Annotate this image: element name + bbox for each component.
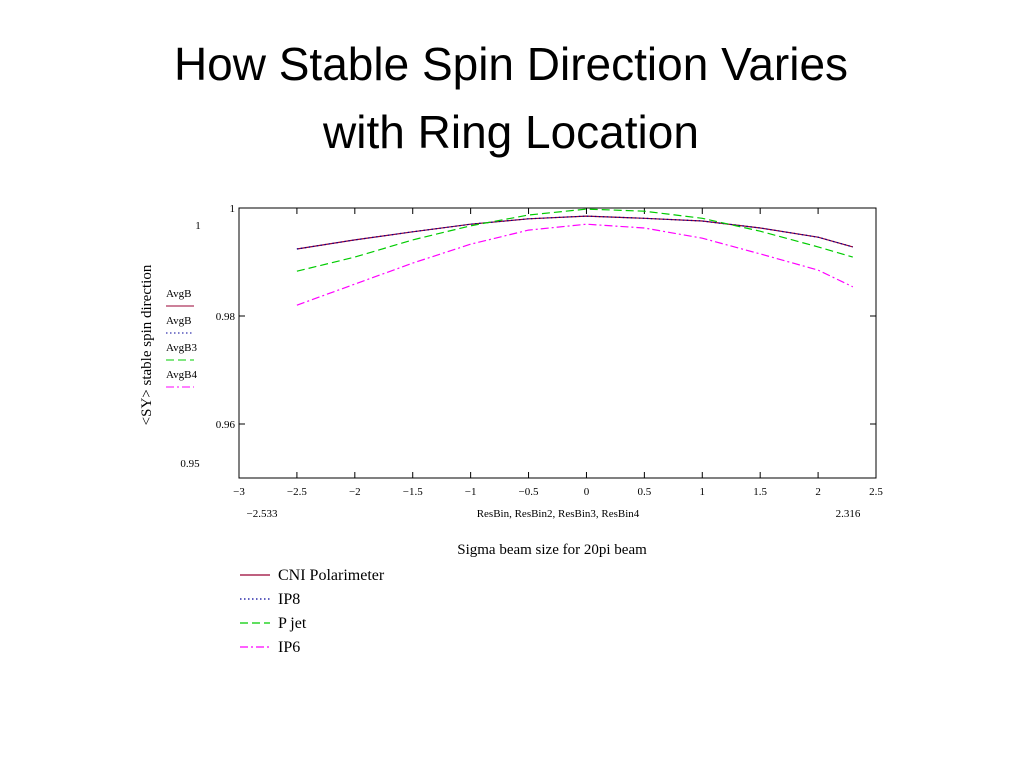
trace-label: AvgB [166,288,191,300]
x-range-label: 2.316 [836,508,861,520]
series-line [296,208,853,272]
x-axis-label: Sigma beam size for 20pi beam [457,542,647,558]
y-axis-label: <SY> stable spin direction [139,264,155,425]
x-tick-label: 2 [815,486,821,498]
x-tick-label: −1.5 [403,486,423,498]
y-tick-label: 0.96 [216,419,236,431]
plot-frame [238,207,877,479]
y-limit-label: 0.95 [180,458,200,470]
y-limit-label: 1 [195,220,201,232]
x-tick-label: −1 [465,486,477,498]
trace-label: AvgB3 [166,342,197,354]
x-tick-label: −0.5 [519,486,539,498]
trace-label: AvgB [166,315,191,327]
slide-title: How Stable Spin Direction Varies [174,38,848,90]
x-range-label: −2.533 [247,508,278,520]
x-tick-label: 1 [700,486,706,498]
y-tick-label: 1 [230,203,236,215]
x-tick-label: −2.5 [287,486,307,498]
y-tick-label: 0.98 [216,311,236,323]
x-trace-label: ResBin, ResBin2, ResBin3, ResBin4 [477,508,640,520]
slide-title: with Ring Location [322,106,699,158]
series-line [296,223,854,306]
x-tick-label: 0 [584,486,590,498]
x-tick-label: 0.5 [637,486,651,498]
legend-label: IP8 [278,591,300,608]
legend-label: CNI Polarimeter [278,567,385,584]
series-line [296,215,853,250]
legend-label: IP6 [278,639,300,656]
x-tick-label: 1.5 [753,486,767,498]
x-tick-label: −3 [233,486,245,498]
legend-label: P jet [278,615,307,632]
x-tick-label: −2 [349,486,361,498]
series-line [296,215,853,250]
trace-label: AvgB4 [166,369,197,381]
x-tick-label: 2.5 [869,486,883,498]
